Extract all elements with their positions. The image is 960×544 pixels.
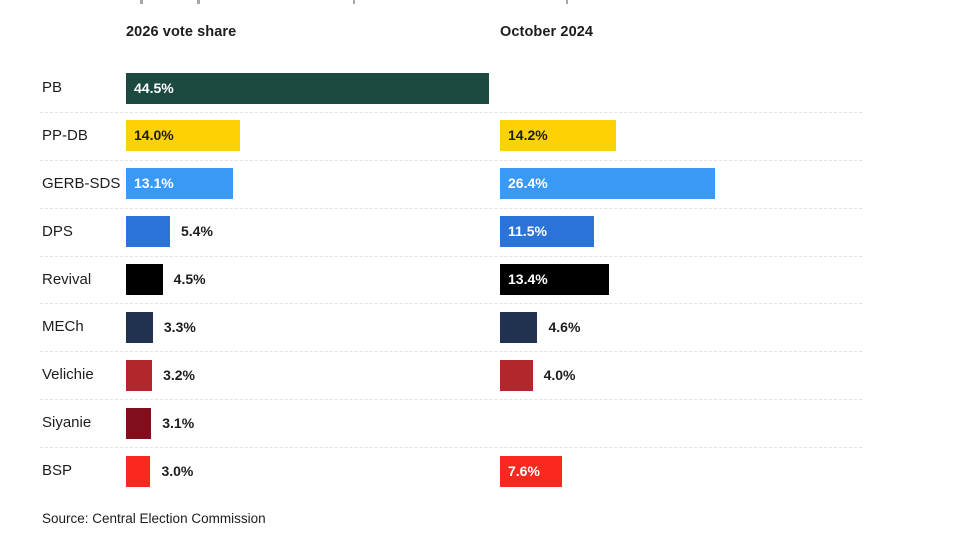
value-label: 4.6%	[548, 319, 581, 336]
bar-2024: 7.6%	[500, 455, 562, 487]
bar-chart: PB 44.5% PP-DB 14.0% 14.2% GERB-SDS 13.1% 26.4%…	[40, 65, 862, 495]
bar-2024: 26.4%	[500, 168, 716, 200]
chart-row: GERB-SDS 13.1% 26.4%	[40, 161, 862, 209]
value-label: 11.5%	[508, 223, 547, 240]
bar-2024	[500, 359, 533, 391]
value-label: 3.1%	[162, 414, 195, 431]
party-label: GERB-SDS	[42, 174, 121, 192]
chart-row: MECh 3.3% 4.6%	[40, 304, 862, 353]
bar-2026	[126, 407, 152, 439]
chart-row: BSP 3.0% 7.6%	[40, 448, 862, 495]
bar-2026	[126, 455, 151, 487]
chart-row: Velichie 3.2% 4.0%	[40, 352, 862, 401]
party-label: Velichie	[42, 366, 94, 384]
value-label: 4.0%	[543, 366, 576, 383]
value-label: 7.6%	[508, 462, 540, 479]
bar-2024: 14.2%	[500, 120, 616, 152]
source-note: Source: Central Election Commission	[42, 511, 266, 526]
party-label: PP-DB	[42, 126, 88, 144]
value-label: 3.0%	[161, 462, 194, 479]
value-label: 3.2%	[163, 366, 195, 383]
value-label: 5.4%	[181, 223, 213, 240]
value-label: 13.1%	[134, 175, 174, 192]
party-label: BSP	[42, 462, 73, 480]
bar-2026	[126, 312, 153, 344]
value-label: 26.4%	[508, 175, 548, 192]
bar-2026: 44.5%	[126, 72, 489, 104]
value-label: 13.4%	[508, 271, 548, 288]
bar-2024	[500, 312, 538, 344]
chart-row: PB 44.5%	[40, 65, 862, 113]
value-label: 3.3%	[163, 319, 196, 336]
column-header-2026: 2026 vote share	[126, 24, 237, 40]
party-label: Revival	[42, 270, 92, 288]
bar-2024: 13.4%	[500, 264, 610, 296]
value-label: 14.0%	[134, 127, 174, 144]
bar-2026	[126, 264, 163, 296]
chart-row: Siyanie 3.1%	[40, 400, 862, 449]
column-header-october-2024: October 2024	[500, 24, 594, 40]
chart-row: Revival 4.5% 13.4%	[40, 257, 862, 305]
chart-row: PP-DB 14.0% 14.2%	[40, 113, 862, 161]
party-label: MECh	[42, 318, 84, 336]
value-label: 14.2%	[508, 127, 548, 144]
bar-2026	[126, 359, 153, 391]
party-label: PB	[42, 79, 63, 96]
bar-2026	[126, 216, 170, 248]
value-label: 4.5%	[173, 271, 206, 288]
chart-row: DPS 5.4% 11.5%	[40, 209, 862, 257]
bar-2026: 13.1%	[126, 168, 233, 200]
bar-2024: 11.5%	[500, 216, 594, 248]
party-label: DPS	[42, 222, 73, 240]
value-label: 44.5%	[134, 79, 174, 96]
clipped-title-remnant	[0, 0, 960, 5]
party-label: Siyanie	[42, 414, 92, 432]
bar-2026: 14.0%	[126, 120, 241, 152]
